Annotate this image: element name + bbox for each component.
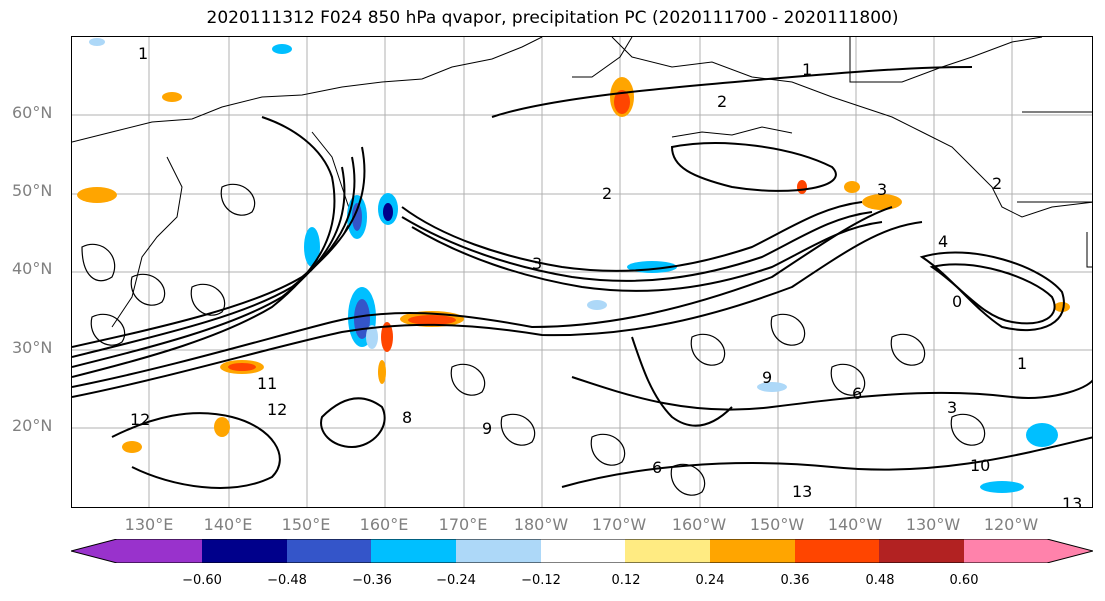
contour-label: 3 [947,398,957,417]
contour-label: 9 [482,419,492,438]
colorbar-segments [71,539,1093,563]
lon-label: 120°W [983,515,1039,534]
contour-label: 0 [952,292,962,311]
lon-label: 130°E [124,515,174,534]
qvapor-contours [72,66,1092,489]
contour-label: 2 [602,184,612,203]
contour-label: 1 [1017,354,1027,373]
contour-label: 13 [1062,494,1082,508]
colorbar-tick: 0.60 [949,573,979,588]
colorbar-tick: −0.60 [182,573,222,588]
colorbar-segment [541,539,625,563]
lon-label: 140°E [203,515,253,534]
colorbar-segment [710,539,795,563]
colorbar-tick: −0.24 [436,573,476,588]
coastlines [72,37,1092,328]
contour-label: 3 [877,180,887,199]
lat-label: 20°N [12,416,53,435]
colorbar-tick: 0.48 [865,573,895,588]
contour-label: 6 [852,384,862,403]
contour-label: 1 [802,60,812,79]
colorbar-segment [625,539,710,563]
lat-label: 30°N [12,338,53,357]
contour-label: 2 [992,174,1002,193]
contour-label: 1 [138,44,148,63]
lat-label: 40°N [12,259,53,278]
map-panel: 1 1 2 2 3 3 4 6 8 9 10 11 12 12 13 13 0 … [71,36,1093,508]
lat-label: 50°N [12,181,53,200]
colorbar [71,539,1093,563]
lat-label: 60°N [12,103,53,122]
colorbar-segment [964,539,1093,563]
lon-label: 160°E [359,515,409,534]
lon-label: 170°W [591,515,647,534]
contour-label: 11 [257,374,277,393]
map-canvas: 1 1 2 2 3 3 4 6 8 9 10 11 12 12 13 13 0 … [72,37,1092,508]
colorbar-segment [456,539,541,563]
lon-label: 160°W [671,515,727,534]
contour-label: 9 [762,368,772,387]
colorbar-segment [879,539,964,563]
colorbar-tick: −0.12 [521,573,561,588]
lon-label: 140°W [827,515,883,534]
contour-labels: 1 1 2 2 3 3 4 6 8 9 10 11 12 12 13 13 0 … [130,44,1082,508]
lon-label: 150°W [749,515,805,534]
contour-label: 4 [938,232,948,251]
contour-label: 12 [267,400,287,419]
colorbar-tick: −0.48 [267,573,307,588]
colorbar-segment [71,539,202,563]
lon-label: 130°W [905,515,961,534]
map-title: 2020111312 F024 850 hPa qvapor, precipit… [206,8,899,28]
lon-label: 180°W [513,515,569,534]
lon-label: 170°E [438,515,488,534]
contour-label: 3 [532,254,542,273]
colorbar-tick: 0.24 [695,573,725,588]
colorbar-tick: 0.36 [780,573,810,588]
contour-label: 13 [792,482,812,501]
colorbar-tick: −0.36 [352,573,392,588]
contour-label: 8 [402,408,412,427]
colorbar-segment [371,539,456,563]
colorbar-tick: 0.12 [611,573,641,588]
lon-label: 150°E [281,515,331,534]
contour-label: 12 [130,410,150,429]
contour-label: 2 [717,92,727,111]
colorbar-segment [795,539,879,563]
colorbar-segment [202,539,287,563]
contour-label: 10 [970,456,990,475]
colorbar-segment [287,539,371,563]
contour-label: 6 [652,458,662,477]
minor-contours [81,183,986,496]
